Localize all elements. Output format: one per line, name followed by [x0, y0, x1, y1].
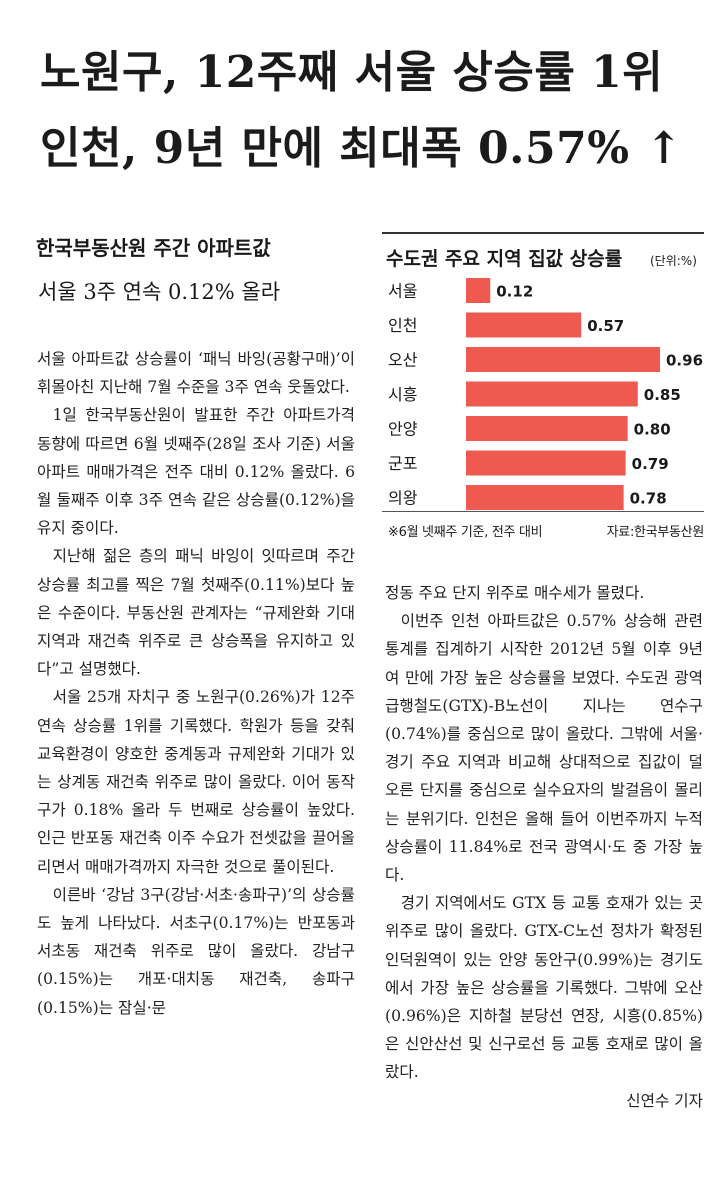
article-paragraph: 이번주 인천 아파트값은 0.57% 상승해 관련 통계를 집계하기 시작한 2…	[385, 612, 703, 885]
category-label: 오산	[388, 351, 418, 370]
category-label: 시흥	[388, 385, 417, 404]
article-paragraph: 이른바 ‘강남 3구(강남·서초·송파구)’의 상승률도 높게 나타났다. 서초…	[37, 885, 355, 1017]
article-paragraph: 지난해 젊은 층의 패닉 바잉이 잇따르며 주간 상승률 최고를 찍은 7월 첫…	[37, 547, 355, 679]
value-label: 0.96	[666, 352, 703, 370]
rise-rate-chart: 수도권 주요 지역 집값 상승률 (단위:%) 서울 0.12 인천 0.57 오산 0.…	[382, 232, 704, 552]
bar	[466, 416, 628, 441]
byline: 신연수 기자	[626, 1091, 703, 1110]
chart-note: ※6월 넷째주 기준, 전주 대비	[388, 525, 543, 540]
bar	[466, 347, 660, 372]
bar	[466, 312, 582, 338]
article-paragraph: 정동 주요 단지 위주로 매수세가 몰렸다.	[385, 584, 645, 602]
category-label: 안양	[388, 420, 418, 439]
headline-line-1: 노원구, 12주째 서울 상승률 1위	[40, 47, 664, 98]
article-paragraph: 서울 25개 자치구 중 노원구(0.26%)가 12주 연속 상승률 1위를 …	[37, 688, 355, 876]
chart-top-rule	[382, 232, 704, 234]
bar	[466, 278, 491, 303]
value-label: 0.80	[634, 421, 671, 439]
value-label: 0.78	[630, 490, 667, 508]
value-label: 0.57	[587, 317, 624, 335]
value-label: 0.12	[496, 283, 533, 301]
article-paragraph: 1일 한국부동산원이 발표한 주간 아파트가격 동향에 따르면 6월 넷째주(2…	[37, 406, 355, 538]
category-label: 서울	[388, 282, 417, 301]
value-label: 0.79	[632, 455, 669, 473]
subheading-secondary: 서울 3주 연속 0.12% 올라	[38, 280, 281, 304]
article-paragraph: 경기 지역에서도 GTX 등 교통 호재가 있는 곳 위주로 많이 올랐다. G…	[385, 894, 703, 1082]
chart-bottom-rule	[382, 511, 704, 512]
article-left-column: 서울 아파트값 상승률이 ‘패닉 바잉(공황구매)’이 휘몰아친 지난해 7월 …	[37, 345, 355, 1022]
headline-line-2: 인천, 9년 만에 최대폭 0.57% ↑	[40, 123, 683, 174]
bar	[466, 450, 626, 476]
article-paragraph: 서울 아파트값 상승률이 ‘패닉 바잉(공황구매)’이 휘몰아친 지난해 7월 …	[37, 350, 355, 397]
bar	[466, 485, 624, 510]
chart-title: 수도권 주요 지역 집값 상승률	[386, 248, 623, 270]
article-right-column: 정동 주요 단지 위주로 매수세가 몰렸다. 이번주 인천 아파트값은 0.57…	[385, 579, 703, 1115]
chart-unit: (단위:%)	[650, 254, 697, 268]
bar	[466, 381, 638, 407]
category-label: 의왕	[388, 489, 418, 508]
chart-plot: 서울 0.12 인천 0.57 오산 0.96 시흥 0.85 안양 0.80 군포 0.79 의왕 0.…	[388, 278, 703, 510]
category-label: 군포	[388, 454, 417, 473]
value-label: 0.85	[644, 386, 681, 404]
chart-source: 자료:한국부동산원	[606, 525, 705, 540]
category-label: 인천	[388, 316, 417, 335]
subheading-primary: 한국부동산원 주간 아파트값	[36, 236, 271, 260]
